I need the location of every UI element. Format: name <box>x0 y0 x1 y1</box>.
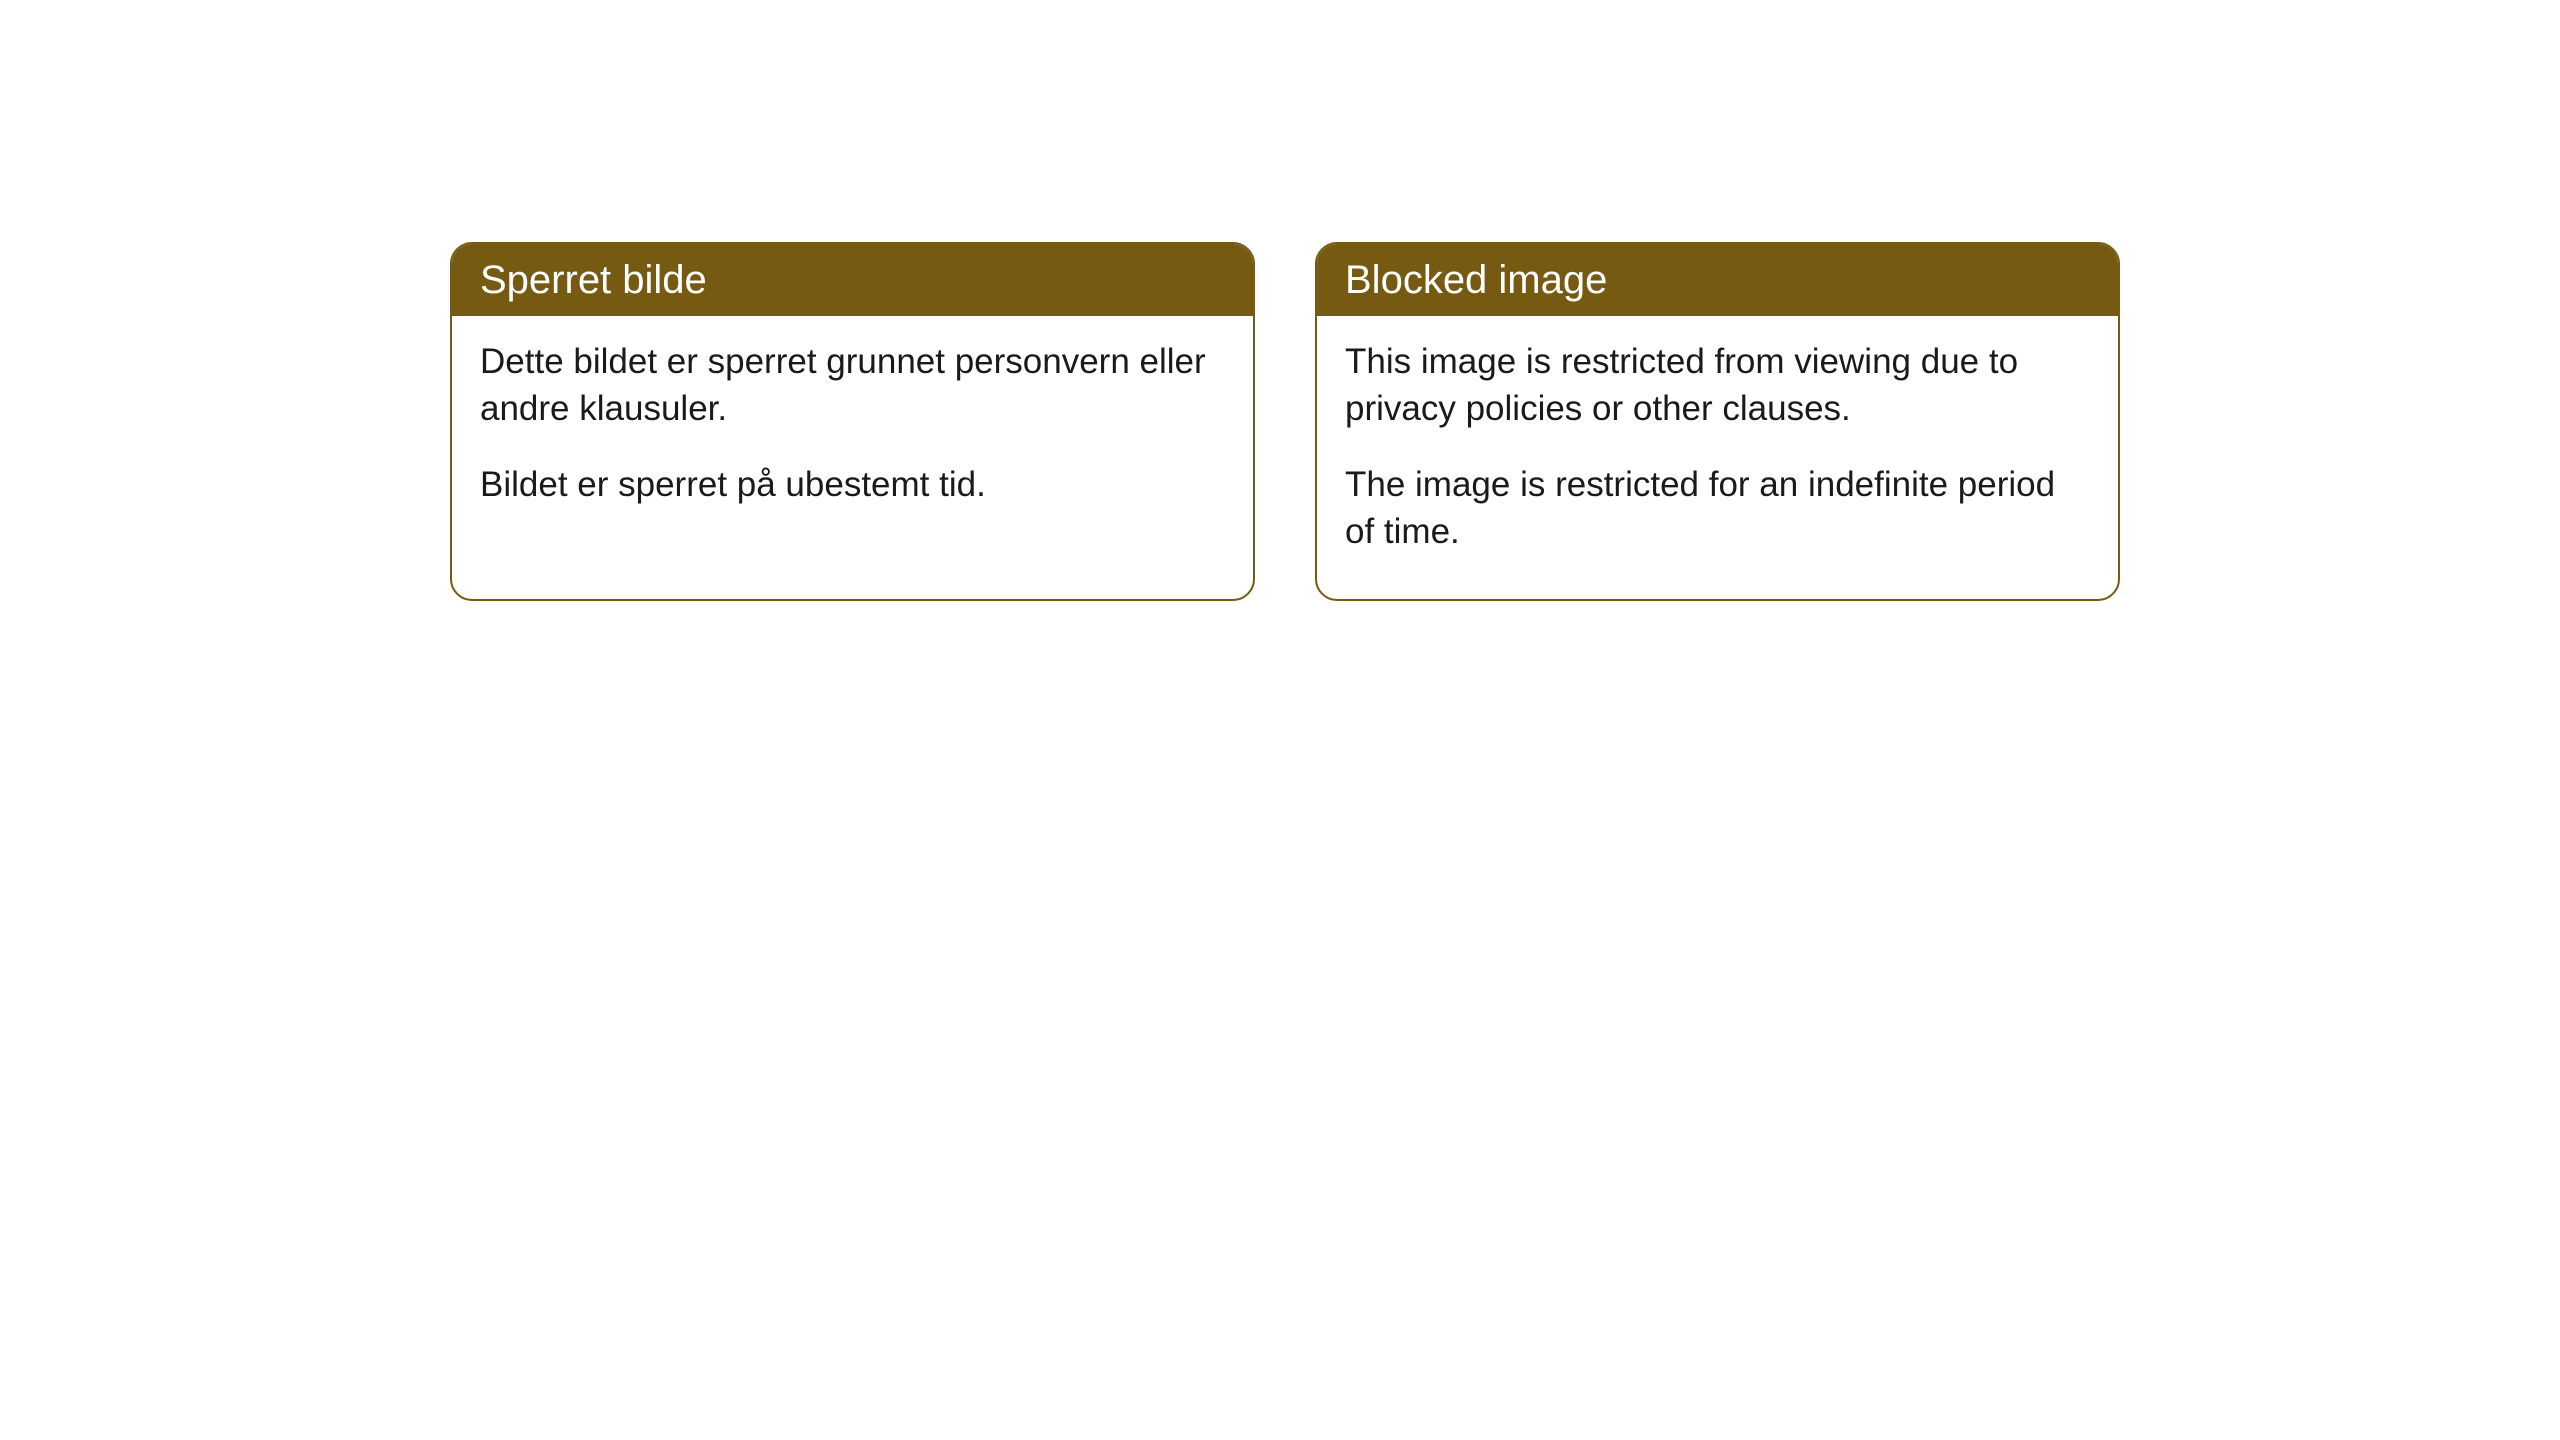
notice-cards-container: Sperret bilde Dette bildet er sperret gr… <box>0 0 2560 601</box>
card-paragraph: Dette bildet er sperret grunnet personve… <box>480 338 1225 433</box>
card-paragraph: Bildet er sperret på ubestemt tid. <box>480 461 1225 508</box>
card-paragraph: The image is restricted for an indefinit… <box>1345 461 2090 556</box>
card-paragraph: This image is restricted from viewing du… <box>1345 338 2090 433</box>
card-header: Blocked image <box>1317 244 2118 316</box>
blocked-image-card-english: Blocked image This image is restricted f… <box>1315 242 2120 601</box>
card-title: Sperret bilde <box>480 258 707 302</box>
blocked-image-card-norwegian: Sperret bilde Dette bildet er sperret gr… <box>450 242 1255 601</box>
card-title: Blocked image <box>1345 258 1607 302</box>
card-body: Dette bildet er sperret grunnet personve… <box>452 316 1253 552</box>
card-header: Sperret bilde <box>452 244 1253 316</box>
card-body: This image is restricted from viewing du… <box>1317 316 2118 599</box>
